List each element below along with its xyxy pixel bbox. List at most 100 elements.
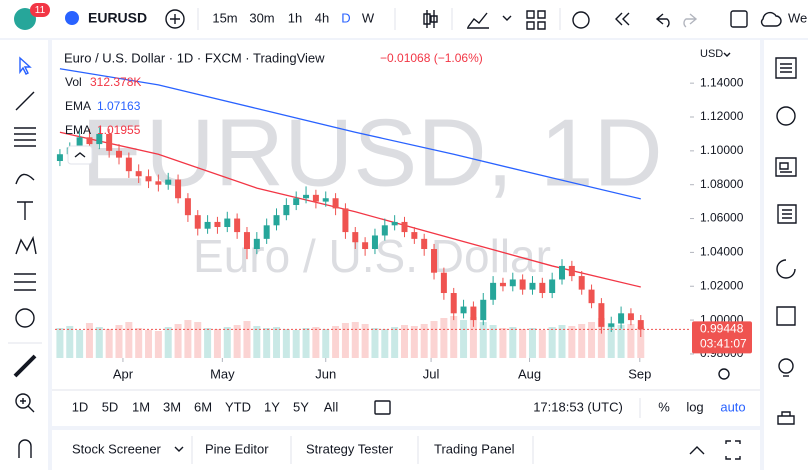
interval[interactable]: D (341, 10, 350, 25)
volume-bar (184, 320, 192, 358)
cursor-tool[interactable] (19, 56, 32, 75)
x-tick-label: Sep (628, 366, 651, 381)
brush-tool[interactable] (15, 173, 35, 185)
volume-bar (420, 324, 428, 358)
interval[interactable]: 15m (212, 10, 237, 25)
fib-tool[interactable] (14, 127, 36, 147)
hotlists-icon[interactable] (776, 259, 796, 279)
last-price-box (692, 321, 752, 354)
emoji-tool[interactable] (15, 308, 35, 328)
countdown: 03:41:07 (700, 337, 747, 351)
candle-body (184, 198, 191, 216)
tab[interactable]: Stock Screener (72, 441, 162, 456)
news-icon[interactable] (775, 157, 797, 177)
range-button[interactable]: 1M (132, 399, 150, 414)
candle-body (618, 313, 625, 324)
indicators-icon[interactable] (467, 12, 489, 29)
chevron-up (74, 152, 86, 158)
interval[interactable]: 30m (249, 10, 274, 25)
interval[interactable]: 4h (315, 10, 329, 25)
auto-toggle[interactable]: auto (720, 399, 745, 414)
tab[interactable]: Pine Editor (205, 441, 269, 456)
badge (30, 3, 50, 17)
candle-body (135, 171, 142, 177)
chevron[interactable] (502, 15, 512, 21)
text-tool[interactable] (17, 201, 33, 220)
candle-body (283, 205, 290, 216)
volume-bar (351, 322, 359, 358)
goto-date[interactable] (374, 400, 391, 415)
candle-body (549, 279, 556, 294)
maximize-panel[interactable] (725, 440, 741, 460)
tab[interactable]: Trading Panel (434, 441, 515, 456)
symbol[interactable]: EURUSD (88, 10, 147, 26)
log-toggle[interactable]: log (686, 399, 703, 414)
range-button[interactable]: 3M (163, 399, 181, 414)
avatar[interactable] (14, 8, 36, 30)
candle-body (204, 221, 211, 229)
chart-panel (52, 40, 760, 426)
interval[interactable]: 1h (288, 10, 302, 25)
ruler-tool[interactable] (13, 354, 37, 378)
percent-toggle[interactable]: % (658, 399, 670, 414)
currency[interactable]: USD (700, 48, 723, 60)
legend-change: −0.01068 (−1.06%) (380, 51, 483, 65)
vol-value: 312.378K (90, 75, 141, 89)
range-button[interactable]: 1Y (264, 399, 280, 414)
undo-icon[interactable] (655, 13, 670, 28)
volume-bar (578, 324, 586, 358)
volume-bar (125, 322, 133, 358)
candles-icon[interactable] (423, 10, 438, 28)
zoom-tool[interactable] (15, 393, 31, 409)
x-tick-label: Jul (423, 366, 440, 381)
range-button[interactable]: 6M (194, 399, 212, 414)
range-button[interactable]: All (324, 399, 339, 414)
settings-icon[interactable] (718, 368, 730, 380)
candle-body (440, 272, 447, 294)
replay-icon[interactable] (615, 12, 630, 26)
candle-body (460, 306, 467, 314)
candle-body (332, 198, 339, 209)
candle-body (273, 215, 280, 226)
trendline-tool[interactable] (15, 91, 35, 111)
ema-value: 1.07163 (97, 99, 141, 113)
volume-bar (302, 328, 310, 358)
prediction-tool[interactable] (14, 273, 36, 291)
fullscreen-icon[interactable] (730, 10, 748, 28)
volume-bar (233, 325, 241, 358)
pattern-tool[interactable] (15, 235, 37, 255)
candle-body (115, 150, 122, 158)
add-symbol[interactable] (165, 9, 185, 29)
magnet-tool[interactable] (18, 439, 32, 458)
collapse-panel[interactable] (689, 446, 705, 455)
calendar-icon[interactable] (776, 306, 796, 326)
volume-bar (194, 322, 202, 358)
watchlist-icon[interactable] (775, 57, 797, 79)
volume-bar (499, 328, 507, 358)
interval[interactable]: W (362, 10, 375, 25)
candle-body (352, 232, 359, 243)
y-tick-label: 1.10000 (700, 143, 744, 157)
range-button[interactable]: 5Y (293, 399, 309, 414)
candle-body (499, 282, 506, 287)
collapse-legend[interactable] (67, 145, 93, 165)
chevron (174, 446, 184, 452)
alerts-icon[interactable] (776, 106, 796, 126)
volume-bar (223, 327, 231, 358)
ideas-icon[interactable] (778, 358, 794, 374)
cloud-icon[interactable] (760, 11, 782, 27)
candle-body (529, 282, 536, 290)
vol-label: Vol (65, 75, 82, 89)
help-icon[interactable] (777, 411, 795, 425)
range-button[interactable]: YTD (225, 399, 251, 414)
layouts-icon[interactable] (526, 10, 546, 30)
range-button[interactable]: 5D (102, 399, 119, 414)
tab[interactable]: Strategy Tester (306, 441, 394, 456)
candle-body (627, 313, 634, 321)
screener-icon[interactable] (777, 204, 797, 224)
alert-icon[interactable] (572, 11, 590, 29)
range-button[interactable]: 1D (72, 399, 89, 414)
ema-label: EMA (65, 99, 91, 113)
volume-bar (341, 323, 349, 358)
volume-bar (85, 323, 93, 358)
